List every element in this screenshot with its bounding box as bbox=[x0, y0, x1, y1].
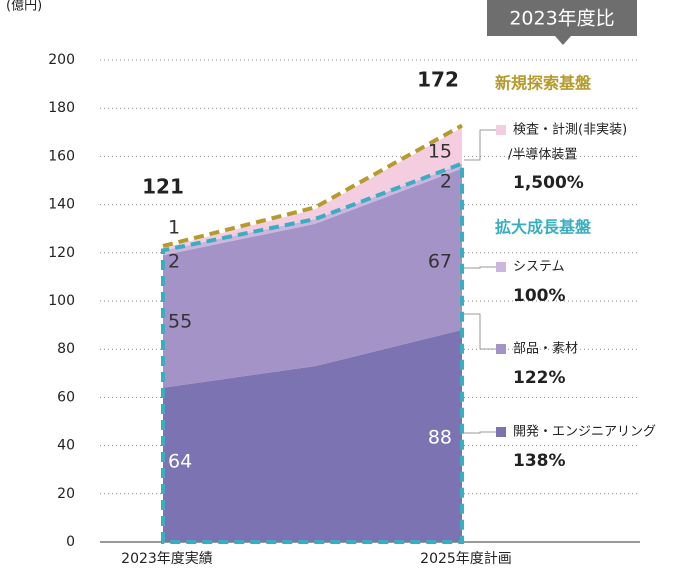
unit-label: (億円) bbox=[6, 0, 42, 14]
legend-label: /半導体装置 bbox=[508, 148, 577, 163]
growth-label: 122% bbox=[513, 368, 566, 388]
group-label: 拡大成長基盤 bbox=[495, 218, 592, 237]
legend-label: 開発・エンジニアリング bbox=[513, 425, 656, 440]
y-tick-label: 80 bbox=[57, 341, 75, 357]
y-tick-label: 60 bbox=[57, 389, 75, 405]
legend-label: システム bbox=[513, 260, 565, 275]
legend-swatch bbox=[496, 262, 506, 272]
area bbox=[163, 168, 462, 388]
y-tick-label: 120 bbox=[48, 245, 75, 261]
data-label: 2 bbox=[440, 171, 452, 193]
legend-swatch bbox=[496, 125, 506, 135]
legend-swatch bbox=[496, 344, 506, 354]
total-label: 121 bbox=[142, 175, 184, 199]
y-tick-label: 20 bbox=[57, 486, 75, 502]
leader-line bbox=[464, 266, 496, 269]
x-tick-label: 2025年度計画 bbox=[420, 551, 512, 567]
y-tick-label: 100 bbox=[48, 293, 75, 309]
data-label: 15 bbox=[428, 141, 452, 163]
group-label: 新規探索基盤 bbox=[495, 74, 592, 93]
legend-swatch bbox=[496, 427, 506, 437]
y-tick-label: 40 bbox=[57, 438, 75, 454]
y-tick-label: 160 bbox=[48, 148, 75, 164]
data-label: 64 bbox=[168, 451, 192, 473]
data-label: 1 bbox=[168, 217, 180, 239]
total-label: 172 bbox=[417, 68, 459, 92]
data-label: 88 bbox=[428, 427, 452, 449]
y-tick-label: 180 bbox=[48, 100, 75, 116]
badge-pointer bbox=[555, 36, 571, 45]
growth-label: 1,500% bbox=[513, 173, 584, 193]
y-tick-label: 200 bbox=[48, 52, 75, 68]
growth-label: 100% bbox=[513, 286, 566, 306]
y-tick-label: 0 bbox=[66, 534, 75, 550]
data-label: 2 bbox=[168, 251, 180, 273]
group-frame bbox=[161, 160, 464, 544]
y-tick-label: 140 bbox=[48, 197, 75, 213]
leader-line bbox=[464, 431, 496, 434]
x-tick-label: 2023年度実績 bbox=[121, 551, 213, 567]
data-label: 55 bbox=[168, 311, 192, 333]
leader-line bbox=[464, 313, 496, 350]
badge-text: 2023年度比 bbox=[509, 8, 614, 30]
data-label: 67 bbox=[428, 251, 452, 273]
legend-label: 検査・計測(非実装) bbox=[513, 122, 627, 138]
legend-label: 部品・素材 bbox=[513, 342, 578, 357]
leader-line bbox=[464, 129, 496, 161]
area bbox=[163, 329, 462, 542]
total-line bbox=[162, 123, 463, 248]
growth-label: 138% bbox=[513, 451, 566, 471]
badge-box bbox=[487, 0, 637, 36]
